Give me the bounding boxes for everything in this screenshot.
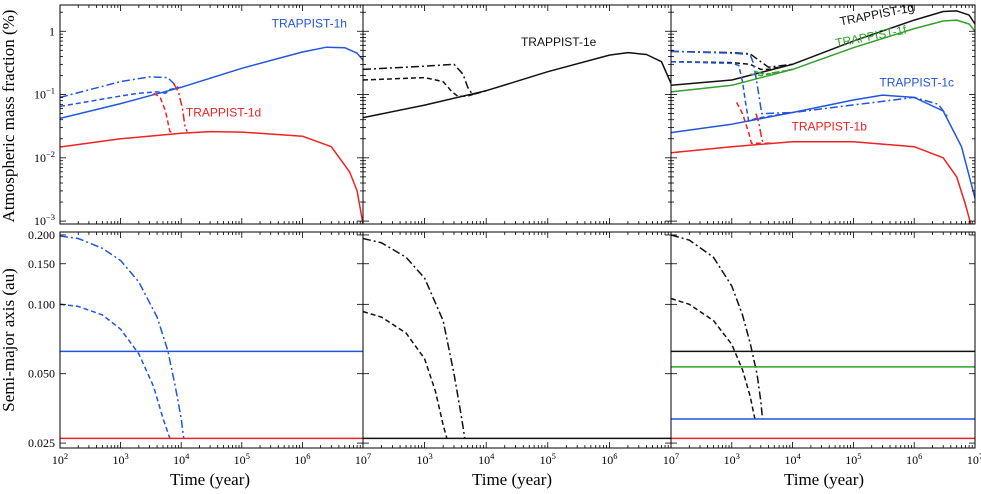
- panel-sma-col3-frame: [670, 231, 976, 449]
- series-line-trappist-1g-sma-dashed: [671, 297, 756, 420]
- series-line-trappist-1c-atm-solid: [671, 94, 975, 199]
- y-tick-label: 0.200: [28, 228, 55, 242]
- x-tick-label: 105: [234, 451, 250, 467]
- x-tick-label: 107: [663, 451, 679, 467]
- series-label-trappist-1c: TRAPPIST-1c: [879, 75, 954, 89]
- series-line-trappist-1d-atm-dashed: [153, 92, 174, 134]
- x-tick-label: 107: [355, 451, 371, 467]
- x-tick-label: 103: [724, 451, 740, 467]
- series-line-trappist-1f-atm-dashdot: [755, 68, 793, 75]
- series-line-trappist-1h-sma-dashed: [60, 303, 171, 439]
- y-tick-label: 10−3: [34, 212, 55, 228]
- series-line-trappist-1h-atm-dashed: [60, 86, 182, 108]
- y-tick-label: 10−1: [34, 86, 55, 102]
- x-tick-label: 104: [784, 451, 801, 467]
- series-line-trappist-1g-sma-dashdot: [671, 234, 764, 420]
- panel-atm-col1-series: [60, 46, 363, 224]
- series-line-trappist-1f-atm-solid: [671, 19, 975, 93]
- series-label-trappist-1b: TRAPPIST-1b: [792, 120, 868, 134]
- series-line-trappist-1e-atm-solid: [363, 51, 671, 119]
- y-axis-label-top: Atmospheric mass fraction (%): [0, 10, 18, 223]
- panel-sma-col3-series: [671, 234, 975, 440]
- series-line-trappist-1b-atm-solid: [671, 140, 972, 224]
- y-axis-label-bottom: Semi-major axis (au): [0, 268, 18, 412]
- y-tick-label: 0.150: [28, 257, 55, 271]
- panel-atm-col2-series: [363, 51, 671, 119]
- panel-sma-col1-series: [60, 235, 363, 440]
- panel-atm-col1: TRAPPIST-1h TRAPPIST-1d 1 10−1 10−2 10−3: [34, 4, 364, 228]
- series-line-trappist-1b-atm-dashdot: [755, 113, 772, 144]
- panel-atm-col3-series: [671, 10, 975, 224]
- x-tick-label: 103: [416, 451, 432, 467]
- x-axis-label-col3: Time (year): [784, 470, 864, 489]
- x-tick-label: 105: [540, 451, 556, 467]
- x-tick-label: 104: [478, 451, 495, 467]
- panel-sma-col2-frame: [362, 231, 672, 449]
- series-label-trappist-1h: TRAPPIST-1h: [272, 16, 347, 30]
- y-tick-label: 1: [49, 24, 55, 38]
- series-line-trappist-1c-atm-dashdot: [671, 50, 948, 117]
- series-line-trappist-1g-atm-solid: [671, 10, 975, 87]
- x-tick-label: 102: [52, 451, 68, 467]
- axis-labels: Atmospheric mass fraction (%) Semi-major…: [0, 10, 864, 489]
- series-line-trappist-1d-atm-solid: [60, 130, 363, 224]
- panel-atm-col3: TRAPPIST-1gTRAPPIST-1fTRAPPIST-1cTRAPPIS…: [670, 0, 976, 225]
- plot-area: TRAPPIST-1h TRAPPIST-1d 1 10−1 10−2 10−30.200…: [28, 0, 981, 467]
- series-line-trappist-1d-atm-dashdot: [172, 83, 188, 132]
- x-axis-label-col2: Time (year): [472, 470, 552, 489]
- panel-atm-col3-frame: [670, 4, 976, 225]
- series-line-trappist-1h-atm-solid: [60, 46, 363, 120]
- panel-sma-col2-series: [363, 237, 671, 440]
- x-tick-label: 107: [967, 451, 981, 467]
- x-tick-label: 104: [173, 451, 190, 467]
- x-tick-label: 103: [112, 451, 128, 467]
- series-label-trappist-1e: TRAPPIST-1e: [521, 35, 597, 49]
- series-line-trappist-1e-sma-dashdot: [363, 237, 466, 439]
- panel-atm-col2-frame: [362, 4, 672, 225]
- x-axis-label-col1: Time (year): [170, 470, 250, 489]
- y-tick-label: 0.100: [28, 297, 55, 311]
- series-line-trappist-1f-atm-dashed: [750, 68, 793, 77]
- y-tick-label: 10−2: [34, 149, 55, 165]
- x-tick-label: 105: [845, 451, 861, 467]
- x-tick-label: 106: [294, 451, 310, 467]
- series-line-trappist-1h-atm-dashdot: [60, 76, 182, 99]
- panel-sma-col3: 103 104 105 106 107: [670, 231, 981, 467]
- series-line-trappist-1h-sma-dashdot: [60, 235, 185, 439]
- panel-atm-col2: TRAPPIST-1e: [362, 4, 672, 225]
- panel-sma-col1-frame: [59, 231, 364, 449]
- series-line-trappist-1b-atm-dashed: [735, 102, 761, 144]
- series-label-trappist-1d: TRAPPIST-1d: [186, 105, 261, 119]
- x-tick-label: 106: [906, 451, 922, 467]
- panel-sma-col2: 103 104 105 106 107: [362, 231, 679, 467]
- series-line-trappist-1e-sma-dashed: [363, 310, 448, 439]
- series-line-trappist-1c-atm-dashed: [671, 60, 793, 122]
- y-tick-label: 0.050: [28, 367, 55, 381]
- y-tick-label: 0.025: [28, 436, 55, 450]
- x-tick-label: 106: [601, 451, 617, 467]
